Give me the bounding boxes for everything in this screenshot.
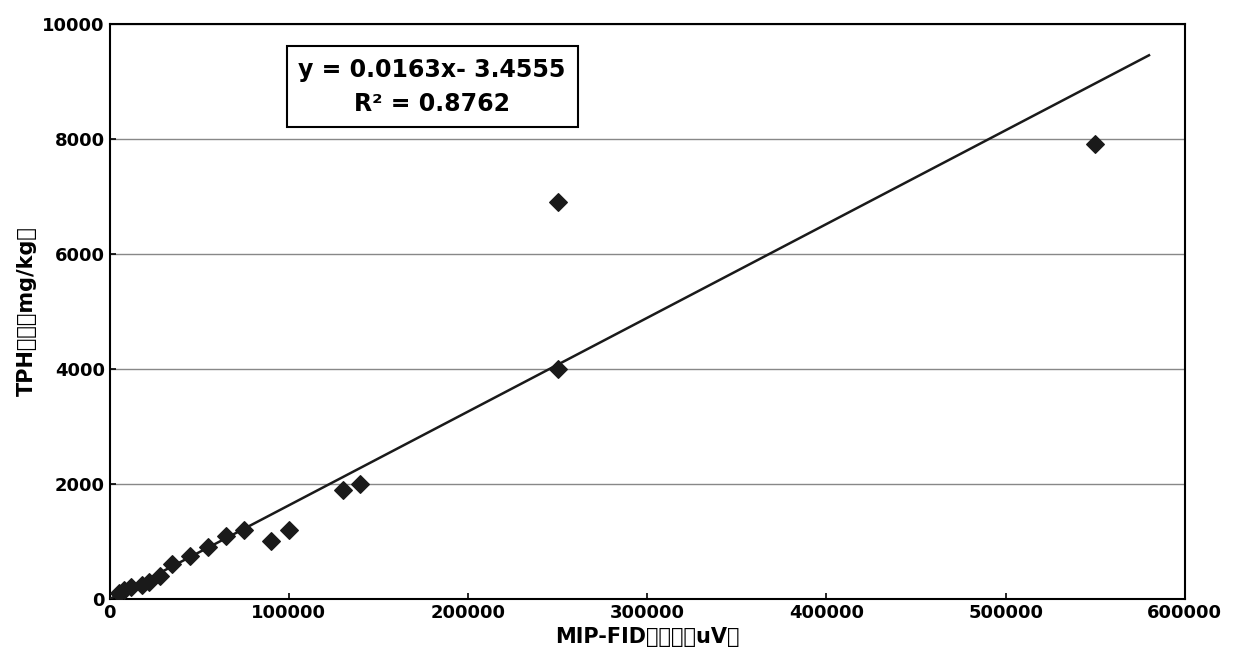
Point <box>114 585 134 596</box>
Point <box>548 363 567 374</box>
Point <box>548 197 567 207</box>
X-axis label: MIP-FID响应値（uV）: MIP-FID响应値（uV） <box>555 627 740 647</box>
Point <box>121 582 141 593</box>
Point <box>181 550 201 561</box>
Point <box>351 479 370 489</box>
Point <box>234 525 254 535</box>
Point <box>261 536 281 546</box>
Text: y = 0.0163x- 3.4555
R² = 0.8762: y = 0.0163x- 3.4555 R² = 0.8762 <box>299 58 566 116</box>
Point <box>1085 139 1105 150</box>
Point <box>279 525 299 535</box>
Point <box>150 570 170 581</box>
Point <box>198 542 218 552</box>
Point <box>131 579 151 590</box>
Y-axis label: TPH浓度（mg/kg）: TPH浓度（mg/kg） <box>16 226 37 396</box>
Point <box>109 588 129 598</box>
Point <box>216 531 235 541</box>
Point <box>162 559 182 570</box>
Point <box>139 576 159 587</box>
Point <box>332 484 352 495</box>
